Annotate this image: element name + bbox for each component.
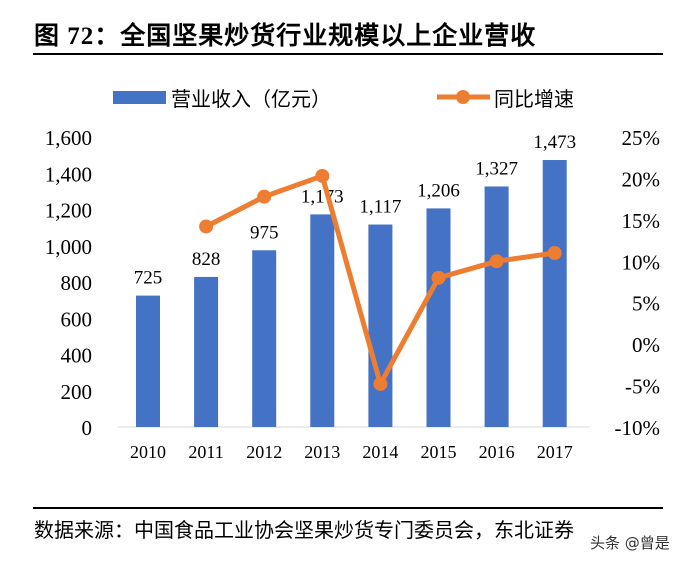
left-tick-label: 400 bbox=[61, 344, 93, 368]
bar bbox=[542, 160, 567, 428]
chart: 0 200 400 600 800 1,000 1,200 1,400 1,600 -10% -5%… bbox=[45, 88, 661, 462]
growth-point bbox=[315, 168, 330, 183]
left-tick-label: 1,200 bbox=[45, 199, 92, 223]
right-tick-label: 5% bbox=[632, 292, 660, 316]
growth-point bbox=[489, 254, 504, 269]
legend-line-label: 同比增速 bbox=[494, 88, 574, 111]
x-tick-label: 2014 bbox=[362, 442, 398, 462]
bar bbox=[310, 214, 335, 427]
growth-point bbox=[373, 376, 388, 391]
x-tick-label: 2016 bbox=[479, 442, 515, 462]
bar-data-label: 1,473 bbox=[533, 132, 576, 153]
bar bbox=[484, 186, 509, 427]
growth-point bbox=[547, 246, 562, 260]
x-tick-label: 2010 bbox=[130, 442, 166, 462]
legend-bar-label: 营业收入（亿元） bbox=[171, 88, 331, 111]
x-tick-label: 2012 bbox=[246, 442, 282, 462]
left-tick-label: 1,600 bbox=[45, 126, 92, 150]
legend-bar-swatch bbox=[113, 91, 166, 104]
right-tick-label: -10% bbox=[615, 416, 661, 440]
bar bbox=[136, 295, 160, 427]
title-divider bbox=[33, 53, 663, 55]
bar-data-label: 828 bbox=[192, 249, 221, 270]
right-tick-label: 10% bbox=[622, 250, 661, 274]
bar bbox=[368, 224, 393, 427]
figure-title: 图 72：全国坚果炒货行业规模以上企业营收 bbox=[34, 23, 537, 50]
x-tick-label: 2015 bbox=[421, 442, 457, 462]
bar-data-label: 725 bbox=[134, 268, 163, 289]
left-tick-label: 0 bbox=[82, 416, 93, 440]
bar bbox=[194, 276, 219, 427]
x-tick-label: 2017 bbox=[537, 442, 573, 462]
x-tick-label: 2011 bbox=[188, 442, 223, 462]
right-tick-label: 0% bbox=[632, 333, 660, 357]
left-tick-label: 1,000 bbox=[45, 235, 92, 259]
right-tick-label: -5% bbox=[625, 375, 660, 399]
growth-point bbox=[199, 219, 214, 234]
source-note: 数据来源：中国食品工业协会坚果炒货专门委员会，东北证券 bbox=[34, 520, 574, 542]
bar-data-label: 975 bbox=[250, 222, 279, 243]
right-tick-label: 25% bbox=[622, 126, 661, 150]
growth-point bbox=[257, 189, 272, 204]
source-divider bbox=[33, 507, 663, 509]
left-tick-label: 800 bbox=[61, 271, 93, 295]
bar-data-label: 1,173 bbox=[301, 186, 344, 207]
left-tick-label: 600 bbox=[61, 307, 93, 331]
watermark: 头条 @曾是 bbox=[590, 534, 670, 552]
legend-line-marker bbox=[456, 90, 470, 104]
right-tick-label: 15% bbox=[622, 209, 661, 233]
bar bbox=[426, 208, 451, 427]
growth-point bbox=[431, 270, 446, 285]
bar-data-label: 1,206 bbox=[417, 180, 460, 201]
left-tick-label: 1,400 bbox=[45, 162, 92, 186]
bar bbox=[252, 250, 277, 427]
bar-data-label: 1,327 bbox=[475, 158, 518, 179]
right-tick-label: 20% bbox=[622, 167, 661, 191]
left-tick-label: 200 bbox=[61, 380, 93, 404]
x-tick-label: 2013 bbox=[304, 442, 340, 462]
bar-data-label: 1,117 bbox=[359, 197, 401, 218]
